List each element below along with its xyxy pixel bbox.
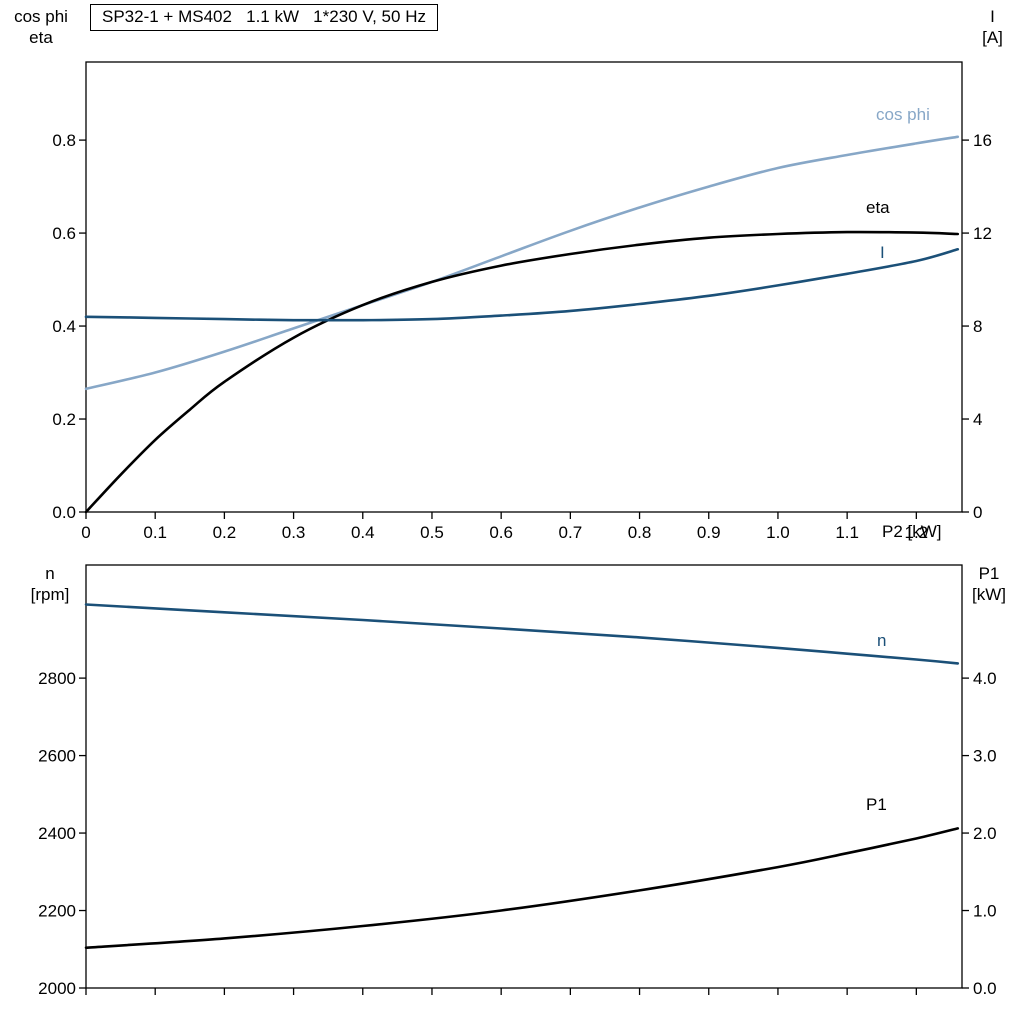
curve-cos-phi	[84, 135, 960, 391]
x-tick-label: 1.0	[766, 523, 790, 542]
x-tick-label: 0.1	[143, 523, 167, 542]
curve-p1	[84, 827, 960, 949]
x-tick-label: 0	[81, 523, 90, 542]
left-tick-label: 0.4	[52, 317, 76, 336]
right-tick-label: 0	[973, 503, 982, 522]
right-tick-label: 12	[973, 224, 992, 243]
top-left-axis-title: cos phi eta	[0, 6, 82, 48]
x-tick-label: 0.3	[282, 523, 306, 542]
left-axis-label-line1: cos phi	[14, 7, 68, 26]
left-tick-label: 2600	[38, 747, 76, 766]
x-tick-label: 1.2	[905, 523, 929, 542]
p1-axis-label-line2: [kW]	[972, 585, 1006, 604]
left-tick-label: 2200	[38, 901, 76, 920]
p1-axis-label-line1: P1	[978, 564, 1000, 583]
right-tick-label: 0.0	[973, 979, 997, 998]
curve-label-n: n	[877, 631, 886, 650]
x-tick-label: 0.8	[628, 523, 652, 542]
right-tick-label: 8	[973, 317, 982, 336]
left-tick-label: 2000	[38, 979, 76, 998]
right-axis-label-line1: I	[990, 7, 995, 26]
x-tick-label: 0.5	[420, 523, 444, 542]
bottom-left-axis-title: n [rpm]	[8, 563, 92, 605]
right-tick-label: 4.0	[973, 669, 997, 688]
x-tick-label: 0.7	[559, 523, 583, 542]
left-tick-label: 2400	[38, 824, 76, 843]
right-tick-label: 1.0	[973, 901, 997, 920]
bottom-right-axis-title: P1 [kW]	[960, 563, 1018, 605]
right-axis-label-line2: [A]	[982, 28, 1003, 47]
x-tick-label: 1.1	[835, 523, 859, 542]
n-axis-label-line2: [rpm]	[30, 585, 70, 604]
chart-group: 0.0 0.2 0.4 0.6 0.8 0 4 8 12 16 0 0.1 0.2 0.3 0.4 0.5 0.…	[52, 61, 992, 542]
x-tick-label: 0.6	[489, 523, 513, 542]
left-tick-label: 0.2	[52, 410, 76, 429]
curve-label-i: I	[880, 243, 885, 262]
right-tick-label: 2.0	[973, 824, 997, 843]
curve-label-eta: eta	[866, 198, 890, 217]
right-tick-label: 3.0	[973, 747, 997, 766]
curve-label-cos-phi: cos phi	[876, 105, 930, 124]
x-tick-label: 0.4	[351, 523, 375, 542]
x-axis-title: P2 [kW]	[882, 522, 942, 541]
plot-frame	[85, 564, 963, 989]
chart-title-box: SP32-1 + MS402 1.1 kW 1*230 V, 50 Hz	[90, 4, 438, 31]
curve-n	[84, 603, 960, 665]
left-tick-label: 0.6	[52, 224, 76, 243]
right-tick-label: 16	[973, 131, 992, 150]
plot-frame	[85, 61, 963, 513]
top-right-axis-title: I [A]	[965, 6, 1020, 48]
chart-group: 2000 2200 2400 2600 2800 0.0 1.0 2.0 3.0 4.0 n P1	[38, 564, 997, 998]
right-tick-label: 4	[973, 410, 982, 429]
left-tick-label: 2800	[38, 669, 76, 688]
left-tick-label: 0.0	[52, 503, 76, 522]
left-axis-label-line2: eta	[29, 28, 53, 47]
left-tick-label: 0.8	[52, 131, 76, 150]
curve-i	[84, 248, 960, 322]
n-axis-label-line1: n	[45, 564, 55, 583]
curve-label-p1: P1	[866, 795, 887, 814]
x-tick-label: 0.9	[697, 523, 721, 542]
curve-eta	[84, 230, 960, 514]
x-tick-label: 0.2	[213, 523, 237, 542]
